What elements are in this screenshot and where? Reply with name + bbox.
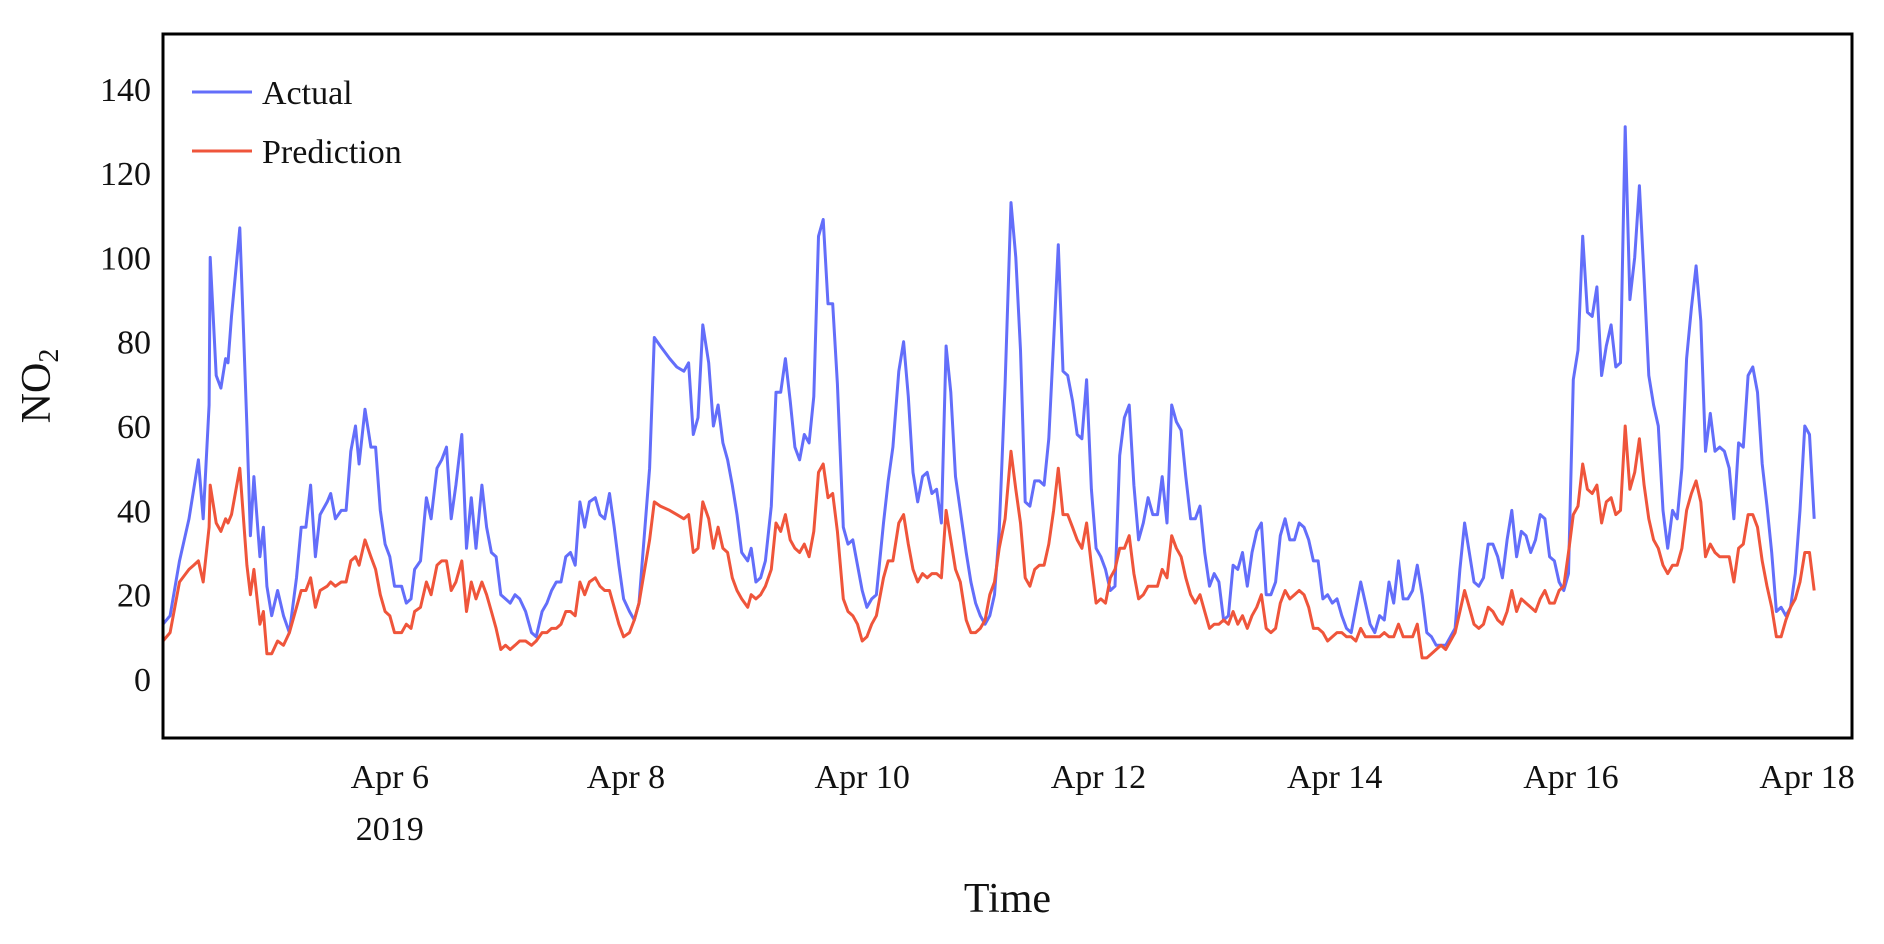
y-axis-title-subscript: 2: [34, 349, 65, 363]
plot-series: [163, 125, 1816, 660]
y-tick-label: 60: [117, 409, 151, 446]
x-tick-label: Apr 14: [1287, 759, 1382, 796]
legend-label-actual: Actual: [262, 75, 353, 112]
plot-frame: [161, 32, 1854, 740]
y-tick-label: 40: [117, 493, 151, 530]
y-tick-label: 140: [100, 72, 151, 109]
series-line-prediction: [163, 424, 1816, 660]
x-tick-label: Apr 10: [815, 759, 910, 796]
x-axis-title: Time: [964, 876, 1051, 922]
y-tick-label: 80: [117, 325, 151, 362]
x-axis-ticks: Apr 6 2019 Apr 8 Apr 10 Apr 12 Apr 14 Apr 16 Ap…: [351, 759, 1855, 848]
legend-label-prediction: Prediction: [262, 134, 402, 171]
x-tick-label: Apr 16: [1523, 759, 1618, 796]
y-axis-ticks: 0 20 40 60 80 100 120 140: [100, 72, 151, 699]
x-tick-year-label: 2019: [356, 811, 424, 848]
y-axis-title: NO2: [14, 349, 65, 424]
legend: Actual Prediction: [192, 75, 402, 171]
x-tick-label: Apr 6: [351, 759, 429, 796]
x-tick-label: Apr 12: [1051, 759, 1146, 796]
y-axis-title-main: NO: [14, 363, 60, 424]
x-tick-label: Apr 18: [1759, 759, 1854, 796]
y-tick-label: 20: [117, 578, 151, 615]
y-tick-label: 100: [100, 240, 151, 277]
x-tick-label: Apr 8: [587, 759, 665, 796]
series-line-actual: [163, 125, 1816, 647]
y-tick-label: 120: [100, 156, 151, 193]
y-tick-label: 0: [134, 662, 151, 699]
